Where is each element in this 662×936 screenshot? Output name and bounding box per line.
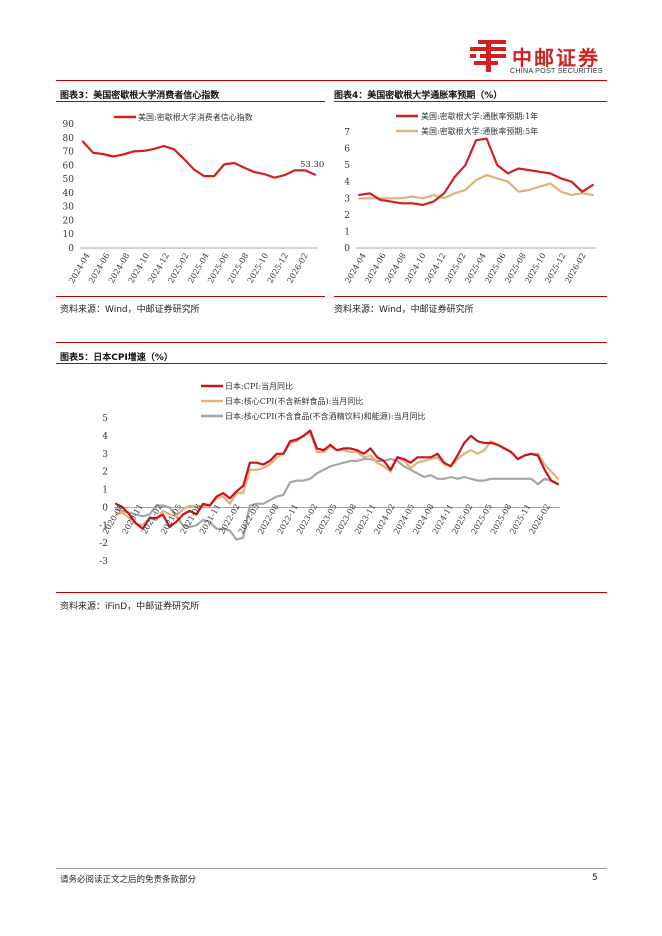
figure4-source: 资料来源：Wind，中邮证券研究所 [334, 305, 474, 315]
figure5-source: 资料来源：iFinD，中邮证券研究所 [60, 602, 200, 612]
y-tick-label: 3 [102, 450, 108, 460]
figure4-legend: 美国:密歇根大学:通胀率预期:1年 美国:密歇根大学:通胀率预期:5年 [396, 111, 538, 136]
y-tick-label: 1 [344, 227, 350, 237]
y-tick-label: 80 [63, 134, 75, 144]
figure4-chart: 012345672024-042024-062024-082024-102024… [343, 111, 596, 285]
figure3-legend: 美国:密歇根大学消费者信心指数 [114, 112, 253, 122]
brand-name-en: CHINA POST SECURITIES [510, 66, 603, 75]
y-tick-label: 50 [63, 175, 75, 185]
y-tick-label: -3 [99, 557, 108, 567]
figure3-bottom-rule [56, 296, 325, 297]
y-tick-label: 2 [102, 468, 108, 478]
y-tick-label: 0 [344, 244, 350, 254]
legend-label-1y: 美国:密歇根大学:通胀率预期:1年 [421, 111, 538, 121]
y-tick-label: 70 [63, 148, 75, 158]
figure5-chart: -3-2-10123452020-082020-112021-022021-05… [99, 381, 560, 567]
y-tick-label: 10 [63, 230, 75, 240]
footer-disclaimer: 请务必阅读正文之后的免责条款部分 [60, 875, 197, 885]
header-divider [56, 80, 607, 81]
series-line [358, 137, 594, 207]
figure3-latest-value-label: 53.30 [300, 160, 324, 170]
figure3-chart: 01020304050607080902024-042024-062024-08… [63, 112, 325, 285]
figure5-title: 图表5：日本CPI增速（%） [60, 353, 173, 363]
figure4-bottom-rule [334, 296, 607, 297]
y-tick-label: 2 [344, 211, 350, 221]
y-tick-label: 4 [344, 178, 350, 188]
y-tick-label: 0 [102, 503, 108, 513]
figure5-top-rule [56, 342, 607, 343]
y-tick-label: 60 [63, 161, 75, 171]
y-tick-label: 5 [344, 161, 350, 171]
series-line [358, 173, 594, 200]
figure5-title-rule [56, 363, 607, 364]
page-number: 5 [592, 873, 598, 883]
y-tick-label: 0 [68, 244, 74, 254]
series-line [81, 140, 317, 179]
china-post-logo-icon [470, 40, 506, 72]
y-tick-label: 20 [63, 216, 75, 226]
legend-label-jp-core-cpi: 日本:核心CPI(不含新鲜食品):当月同比 [225, 396, 363, 406]
y-tick-label: 1 [102, 486, 108, 496]
y-tick-label: 30 [63, 203, 75, 213]
legend-label-us-sentiment: 美国:密歇根大学消费者信心指数 [138, 112, 253, 122]
figure5-legend: 日本:CPI:当月同比 日本:核心CPI(不含新鲜食品):当月同比 日本:核心C… [201, 381, 426, 421]
y-tick-label: -2 [99, 539, 108, 549]
y-tick-label: 5 [102, 414, 108, 424]
footer-divider [56, 868, 607, 869]
y-tick-label: 3 [344, 194, 350, 204]
y-tick-label: 90 [63, 120, 75, 130]
figure4-title: 图表4：美国密歇根大学通胀率预期（%） [334, 91, 503, 101]
y-tick-label: -1 [99, 521, 108, 531]
y-tick-label: 40 [63, 189, 75, 199]
y-tick-label: 6 [344, 145, 350, 155]
series-line [114, 429, 560, 530]
figure5-bottom-rule [56, 592, 607, 593]
y-tick-label: 7 [344, 128, 350, 138]
series-line [114, 457, 560, 541]
figure4-title-rule [334, 101, 607, 102]
y-tick-label: 4 [102, 432, 108, 442]
legend-label-jp-core-core-cpi: 日本:核心CPI(不含食品(不含酒精饮料)和能源):当月同比 [225, 411, 426, 421]
figure3-source: 资料来源：Wind，中邮证券研究所 [60, 305, 200, 315]
legend-label-5y: 美国:密歇根大学:通胀率预期:5年 [421, 126, 538, 136]
figure3-title-rule [56, 101, 325, 102]
brand-name: 中邮证券 [512, 46, 600, 70]
legend-label-jp-cpi: 日本:CPI:当月同比 [225, 381, 293, 391]
figure3-title: 图表3：美国密歇根大学消费者信心指数 [60, 91, 220, 101]
